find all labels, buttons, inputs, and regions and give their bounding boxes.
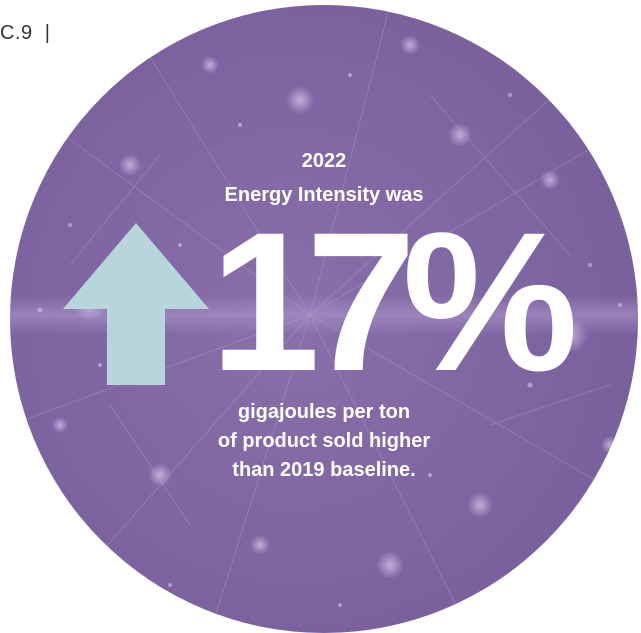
page-reference: C.9 | [0, 22, 51, 44]
arrow-up-icon [63, 223, 209, 385]
stat-heading: Energy Intensity was [224, 184, 424, 206]
caption-line: of product sold higher [217, 430, 431, 452]
stat-caption: gigajoules per ton of product sold highe… [10, 398, 638, 485]
caption-line: gigajoules per ton [237, 401, 411, 423]
caption-line: than 2019 baseline. [232, 459, 416, 481]
stat-value: 17% [210, 191, 578, 412]
stat-circle: 2022 Energy Intensity was 17% gigajoules… [10, 5, 638, 633]
year-label: 2022 [301, 150, 347, 172]
